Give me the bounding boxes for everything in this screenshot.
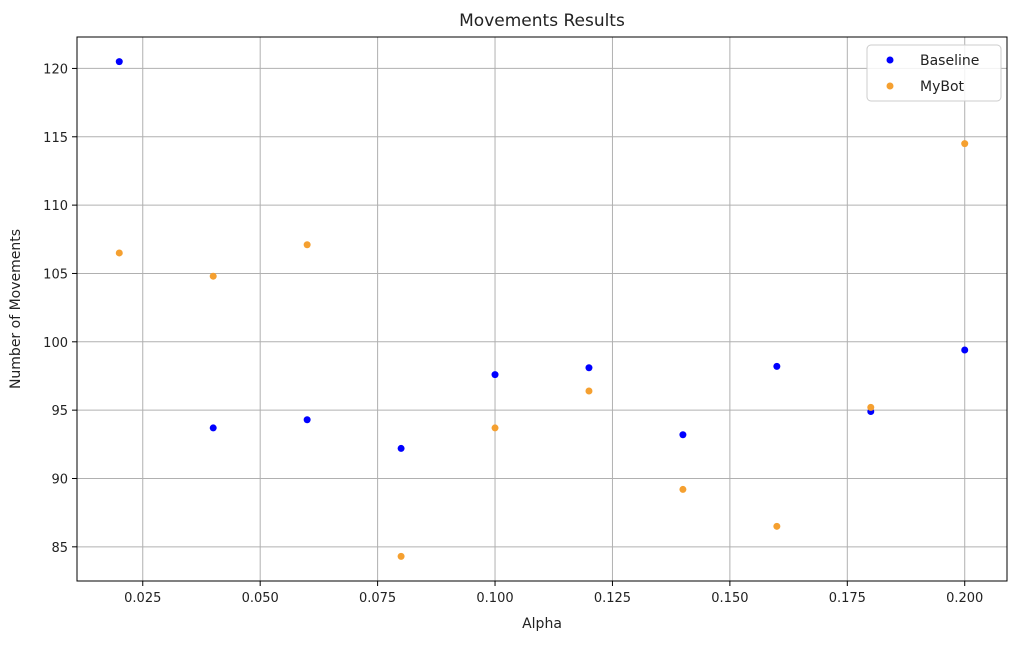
- axis-ticks: 0.025 0.050 0.075 0.100 0.125 0.150 0.175 0.200…: [43, 62, 983, 606]
- point-baseline: [209, 424, 217, 432]
- legend-box: [866, 44, 1002, 102]
- legend: Baseline MyBot: [866, 44, 1002, 102]
- point-baseline: [115, 58, 123, 66]
- point-baseline: [397, 444, 405, 452]
- x-tick-label: 0.175: [829, 591, 866, 606]
- point-mybot: [679, 485, 687, 493]
- point-baseline: [679, 431, 687, 439]
- point-baseline: [303, 416, 311, 424]
- y-tick-label: 120: [43, 62, 68, 77]
- point-mybot: [491, 424, 499, 432]
- y-tick-label: 85: [51, 541, 68, 556]
- grid: [77, 37, 1007, 581]
- y-tick-label: 105: [43, 267, 68, 282]
- point-baseline: [961, 346, 969, 354]
- point-mybot: [867, 403, 875, 411]
- point-mybot: [303, 241, 311, 249]
- x-tick-label: 0.100: [476, 591, 513, 606]
- point-mybot: [961, 140, 969, 148]
- legend-marker-baseline: [886, 56, 894, 64]
- x-tick-label: 0.125: [594, 591, 631, 606]
- y-tick-label: 110: [43, 199, 68, 214]
- y-tick-label: 90: [51, 472, 68, 487]
- y-tick-label: 115: [43, 131, 68, 146]
- legend-label-mybot: MyBot: [920, 79, 965, 95]
- point-baseline: [585, 364, 593, 372]
- point-mybot: [397, 552, 405, 560]
- x-tick-label: 0.200: [946, 591, 983, 606]
- point-mybot: [209, 272, 217, 280]
- legend-label-baseline: Baseline: [920, 53, 979, 69]
- point-baseline: [773, 362, 781, 370]
- y-axis-label: Number of Movements: [8, 229, 24, 389]
- chart-title: Movements Results: [459, 11, 625, 31]
- y-tick-label: 100: [43, 336, 68, 351]
- y-tick-label: 95: [51, 404, 68, 419]
- x-tick-label: 0.075: [359, 591, 396, 606]
- x-axis-label: Alpha: [522, 616, 562, 632]
- data-points: [115, 58, 969, 560]
- point-mybot: [115, 249, 123, 257]
- plot-frame: [76, 36, 1008, 582]
- point-mybot: [773, 522, 781, 530]
- point-baseline: [491, 371, 499, 379]
- x-tick-label: 0.025: [124, 591, 161, 606]
- x-tick-label: 0.050: [242, 591, 279, 606]
- x-tick-label: 0.150: [711, 591, 748, 606]
- point-mybot: [585, 387, 593, 395]
- legend-marker-mybot: [886, 82, 894, 90]
